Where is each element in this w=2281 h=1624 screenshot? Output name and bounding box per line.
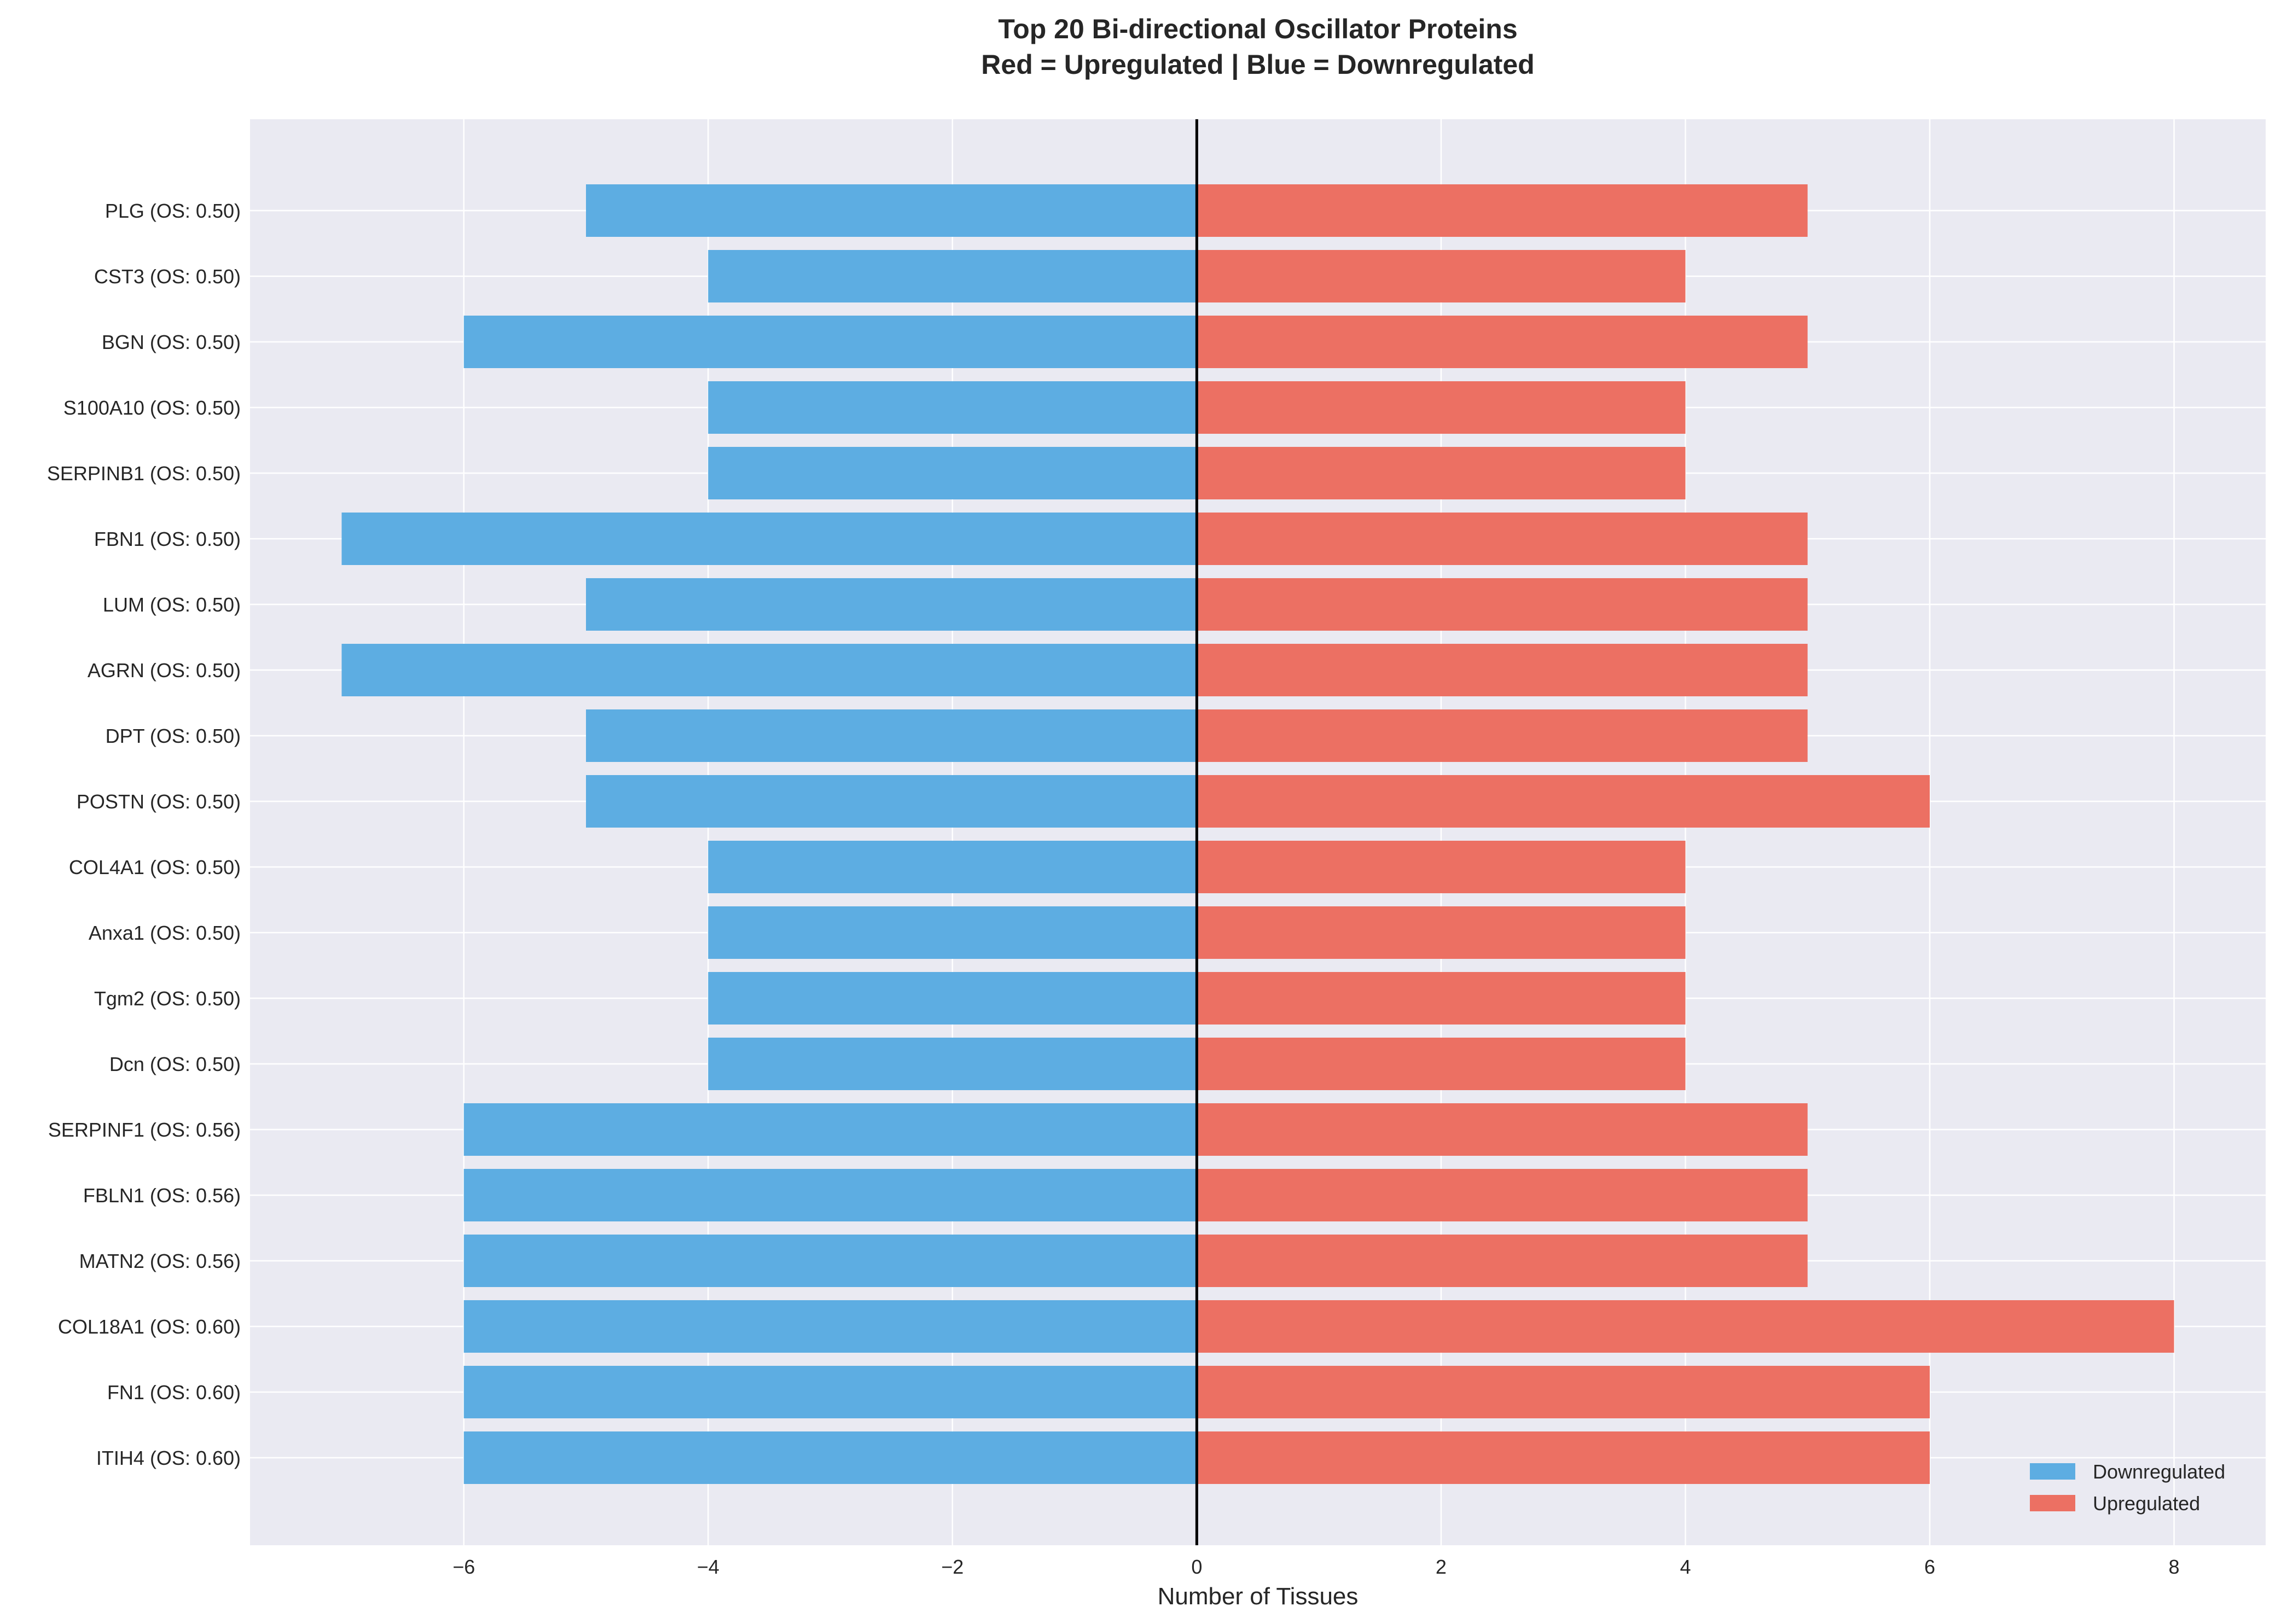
x-tick-label: −4	[697, 1556, 719, 1578]
bar-downregulated	[708, 250, 1197, 302]
bar-upregulated	[1197, 578, 1808, 631]
bar-upregulated	[1197, 775, 1930, 828]
legend-swatch	[2030, 1495, 2075, 1511]
y-tick-label: Dcn (OS: 0.50)	[109, 1053, 241, 1075]
y-tick-label: COL18A1 (OS: 0.60)	[58, 1316, 241, 1338]
bar-upregulated	[1197, 1300, 2174, 1353]
bar-upregulated	[1197, 1038, 1686, 1090]
bar-downregulated	[708, 1038, 1197, 1090]
bar-downregulated	[463, 1300, 1197, 1353]
y-tick-label: S100A10 (OS: 0.50)	[63, 397, 241, 419]
bar-upregulated	[1197, 644, 1808, 696]
y-tick-label: MATN2 (OS: 0.56)	[79, 1250, 241, 1272]
y-tick-label: COL4A1 (OS: 0.50)	[69, 856, 241, 878]
bar-downregulated	[341, 644, 1197, 696]
bar-upregulated	[1197, 447, 1686, 499]
y-tick-label: FBLN1 (OS: 0.56)	[83, 1184, 241, 1207]
bar-upregulated	[1197, 1103, 1808, 1156]
y-tick-label: PLG (OS: 0.50)	[105, 200, 241, 222]
legend-label: Upregulated	[2093, 1492, 2200, 1515]
y-tick-label: Tgm2 (OS: 0.50)	[94, 987, 241, 1010]
bar-upregulated	[1197, 316, 1808, 368]
legend-swatch	[2030, 1463, 2075, 1480]
bar-upregulated	[1197, 972, 1686, 1025]
y-tick-label: LUM (OS: 0.50)	[103, 593, 241, 616]
bar-upregulated	[1197, 513, 1808, 565]
bar-upregulated	[1197, 381, 1686, 434]
legend-label: Downregulated	[2093, 1460, 2225, 1483]
bar-upregulated	[1197, 709, 1808, 762]
y-tick-labels: PLG (OS: 0.50) CST3 (OS: 0.50) BGN (OS: 0.…	[47, 200, 241, 1469]
bar-downregulated	[463, 1235, 1197, 1287]
y-tick-label: Anxa1 (OS: 0.50)	[89, 922, 241, 944]
y-tick-label: POSTN (OS: 0.50)	[77, 790, 241, 813]
bar-upregulated	[1197, 1235, 1808, 1287]
y-tick-label: CST3 (OS: 0.50)	[94, 265, 241, 288]
bar-upregulated	[1197, 841, 1686, 893]
bar-upregulated	[1197, 1366, 1930, 1418]
legend: Downregulated Upregulated	[2030, 1460, 2225, 1515]
y-tick-label: FN1 (OS: 0.60)	[107, 1381, 241, 1404]
x-axis-label: Number of Tissues	[1158, 1583, 1359, 1610]
bar-downregulated	[586, 578, 1197, 631]
bar-downregulated	[708, 381, 1197, 434]
bar-downregulated	[463, 316, 1197, 368]
bar-upregulated	[1197, 906, 1686, 959]
x-tick-label: 2	[1436, 1556, 1447, 1578]
bar-downregulated	[708, 972, 1197, 1025]
chart-subtitle: Red = Upregulated | Blue = Downregulated	[981, 49, 1534, 80]
bar-downregulated	[463, 1103, 1197, 1156]
y-tick-label: FBN1 (OS: 0.50)	[94, 528, 241, 550]
x-tick-label: −6	[452, 1556, 475, 1578]
bar-upregulated	[1197, 1431, 1930, 1484]
x-tick-labels: −6 −4 −2 0 2 4 6 8	[452, 1556, 2179, 1578]
y-tick-label: ITIH4 (OS: 0.60)	[96, 1447, 241, 1469]
bar-upregulated	[1197, 1169, 1808, 1221]
bar-downregulated	[586, 709, 1197, 762]
x-tick-label: 4	[1680, 1556, 1691, 1578]
bar-downregulated	[463, 1431, 1197, 1484]
y-tick-label: AGRN (OS: 0.50)	[88, 659, 241, 682]
bar-downregulated	[708, 841, 1197, 893]
bars	[341, 184, 2174, 1484]
bar-downregulated	[463, 1169, 1197, 1221]
x-tick-label: 0	[1191, 1556, 1202, 1578]
y-tick-label: SERPINB1 (OS: 0.50)	[47, 462, 241, 485]
bar-downregulated	[463, 1366, 1197, 1418]
y-tick-label: DPT (OS: 0.50)	[106, 725, 241, 747]
bar-downregulated	[341, 513, 1197, 565]
bar-downregulated	[708, 447, 1197, 499]
chart-title: Top 20 Bi-directional Oscillator Protein…	[998, 14, 1517, 44]
bar-downregulated	[586, 184, 1197, 237]
x-tick-label: −2	[941, 1556, 964, 1578]
bar-downregulated	[586, 775, 1197, 828]
y-tick-label: BGN (OS: 0.50)	[102, 331, 241, 353]
y-tick-label: SERPINF1 (OS: 0.56)	[48, 1119, 241, 1141]
bar-downregulated	[708, 906, 1197, 959]
x-tick-label: 8	[2169, 1556, 2180, 1578]
bar-upregulated	[1197, 250, 1686, 302]
x-tick-label: 6	[1924, 1556, 1935, 1578]
bar-upregulated	[1197, 184, 1808, 237]
